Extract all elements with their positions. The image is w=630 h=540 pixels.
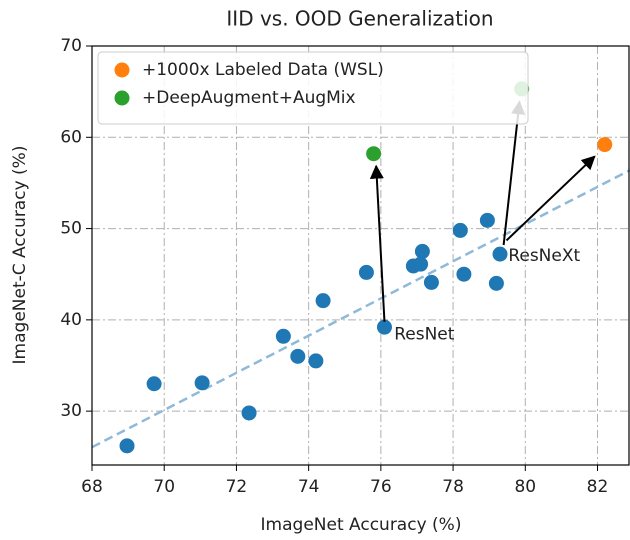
point [146,376,162,392]
point [119,438,135,454]
arrow [505,155,596,242]
point [413,256,429,272]
legend-label: +1000x Labeled Data (WSL) [142,60,384,80]
point [376,319,392,335]
x-tick-label: 76 [370,477,392,497]
legend-box [97,51,529,125]
point [366,146,382,162]
point [275,328,291,344]
point [452,222,468,238]
y-tick-label: 30 [60,401,82,421]
point [358,264,374,280]
annotation: ResNet [394,324,455,344]
point [597,137,613,153]
point [414,243,430,259]
x-tick-label: 80 [514,477,536,497]
annotation: ResNeXt [508,246,580,266]
x-axis-label: ImageNet Accuracy (%) [261,515,462,535]
x-tick-label: 70 [153,477,175,497]
legend-marker [114,62,130,78]
fit-line [91,169,630,449]
point [492,246,508,262]
point [308,353,324,369]
point [488,275,504,291]
y-tick-label: 60 [60,127,82,147]
y-tick-label: 50 [60,219,82,239]
y-axis-label: ImageNet-C Accuracy (%) [10,146,30,365]
y-tick-label: 70 [60,36,82,56]
point [456,266,472,282]
point [315,293,331,309]
point [241,405,257,421]
x-tick-label: 82 [587,477,609,497]
y-tick-label: 40 [60,310,82,330]
x-tick-label: 78 [442,477,464,497]
point [290,348,306,364]
point [194,375,210,391]
point [423,274,439,290]
legend-label: +DeepAugment+AugMix [142,88,356,108]
chart-title: IID vs. OOD Generalization [226,7,493,31]
x-tick-label: 74 [298,477,320,497]
plot-frame [91,45,630,466]
arrow [369,164,386,322]
point [479,212,495,228]
x-tick-label: 72 [226,477,248,497]
legend-marker [114,90,130,106]
arrow [502,100,526,246]
x-tick-label: 68 [81,477,103,497]
